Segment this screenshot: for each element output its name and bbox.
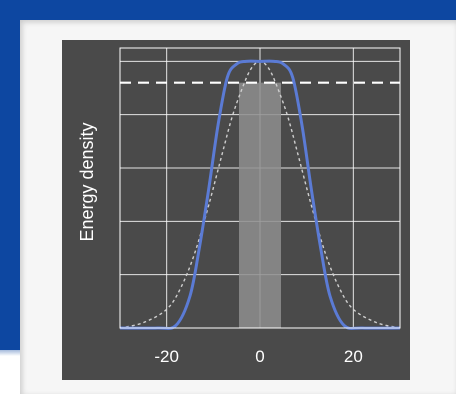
chart-svg: -20 0 20 Energy density xyxy=(77,47,401,366)
shaded-band xyxy=(239,82,281,328)
series-solid-line xyxy=(119,59,401,330)
x-tick-label: -20 xyxy=(154,347,179,366)
y-axis-label: Energy density xyxy=(77,122,97,241)
x-tick-label: 20 xyxy=(344,347,363,366)
x-tick-labels: -20 0 20 xyxy=(154,347,362,366)
window-frame-left xyxy=(0,0,20,350)
energy-density-chart: -20 0 20 Energy density xyxy=(62,40,410,380)
x-tick-label: 0 xyxy=(255,347,264,366)
plot-border xyxy=(119,47,401,329)
window-frame-corner xyxy=(0,340,20,356)
window-frame-top xyxy=(0,0,456,20)
